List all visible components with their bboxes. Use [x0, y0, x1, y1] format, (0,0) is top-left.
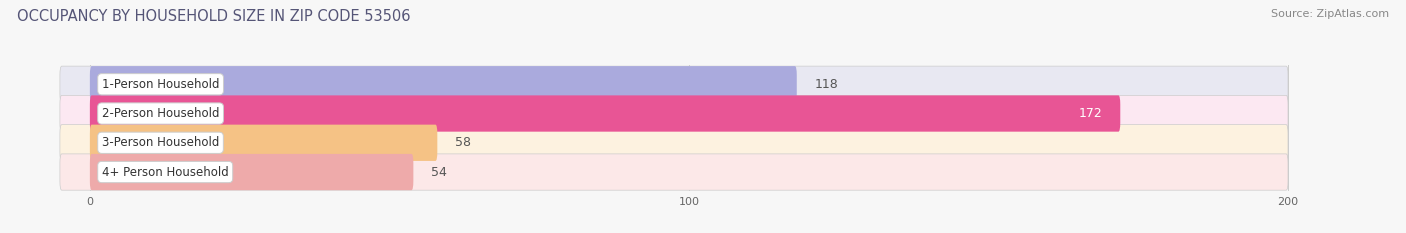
Text: Source: ZipAtlas.com: Source: ZipAtlas.com — [1271, 9, 1389, 19]
FancyBboxPatch shape — [90, 125, 437, 161]
Text: 3-Person Household: 3-Person Household — [101, 136, 219, 149]
Text: 2-Person Household: 2-Person Household — [101, 107, 219, 120]
FancyBboxPatch shape — [90, 95, 1121, 132]
Text: 118: 118 — [814, 78, 838, 91]
FancyBboxPatch shape — [60, 95, 1288, 132]
Text: 58: 58 — [456, 136, 471, 149]
Text: 172: 172 — [1078, 107, 1102, 120]
Text: 4+ Person Household: 4+ Person Household — [101, 165, 229, 178]
FancyBboxPatch shape — [60, 125, 1288, 161]
FancyBboxPatch shape — [60, 66, 1288, 102]
FancyBboxPatch shape — [90, 154, 413, 190]
Text: 1-Person Household: 1-Person Household — [101, 78, 219, 91]
FancyBboxPatch shape — [60, 154, 1288, 190]
Text: 54: 54 — [432, 165, 447, 178]
Text: OCCUPANCY BY HOUSEHOLD SIZE IN ZIP CODE 53506: OCCUPANCY BY HOUSEHOLD SIZE IN ZIP CODE … — [17, 9, 411, 24]
FancyBboxPatch shape — [90, 66, 797, 102]
